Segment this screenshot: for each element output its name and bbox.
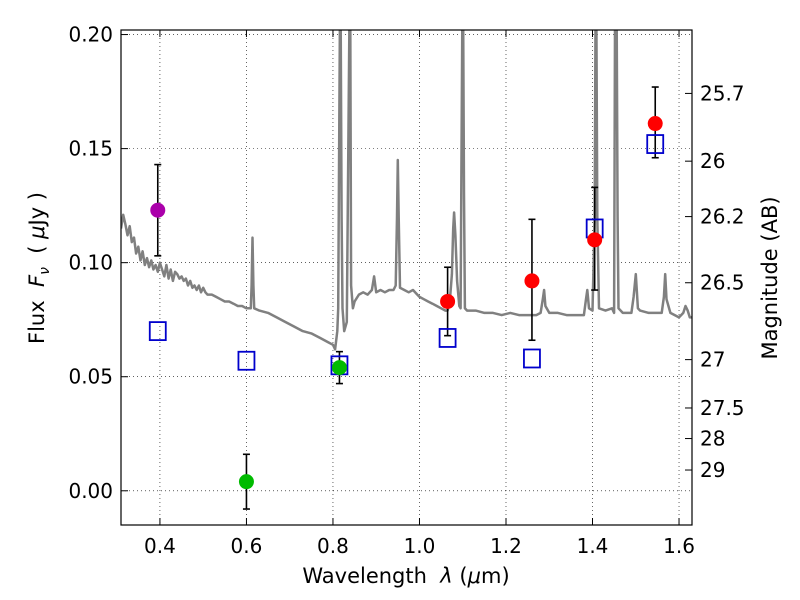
model-point-square xyxy=(523,348,541,369)
observed-point-red xyxy=(524,273,540,289)
observed-point-red xyxy=(587,232,603,248)
x-tick-label: 0.6 xyxy=(231,534,263,558)
y-tick-label: 0.10 xyxy=(68,251,113,275)
model-spectrum-layer xyxy=(121,30,692,351)
observed-points-layer xyxy=(150,116,663,490)
x-axis-ticks: 0.4 0.6 0.8 1.0 1.2 1.4 1.6 xyxy=(144,30,695,558)
model-point-square xyxy=(438,328,457,348)
observed-point-green xyxy=(238,474,254,490)
x-tick-label: 1.2 xyxy=(490,534,522,558)
y-tick-label: 0.20 xyxy=(68,23,113,47)
model-point-square xyxy=(148,321,167,342)
y2-tick-label: 28 xyxy=(700,427,725,451)
observed-point-red xyxy=(440,293,456,309)
model-spectrum-line xyxy=(121,30,692,351)
x-axis-label: Wavelength λ (μm) xyxy=(302,564,509,588)
y-tick-label: 0.05 xyxy=(68,365,113,389)
y-axis-label: Flux Fν ( μJy ) xyxy=(25,192,53,344)
y2-tick-label: 26.2 xyxy=(700,205,745,229)
y2-tick-label: 26 xyxy=(700,149,725,173)
observed-point-green xyxy=(331,360,347,376)
observed-point-magenta xyxy=(150,202,166,218)
model-point-square xyxy=(237,350,256,371)
y2-tick-label: 25.7 xyxy=(700,81,745,105)
plot-frame xyxy=(120,29,693,526)
observed-point-red xyxy=(647,116,663,132)
x-tick-label: 1.6 xyxy=(663,534,695,558)
x-tick-label: 0.8 xyxy=(317,534,349,558)
model-point-square xyxy=(646,134,665,154)
x-tick-label: 1.0 xyxy=(404,534,436,558)
y2-axis-ticks: 25.7 26 26.2 26.5 27 27.5 28 29 xyxy=(685,81,745,482)
y2-axis-label: Magnitude (AB) xyxy=(758,196,782,359)
y2-tick-label: 27.5 xyxy=(700,396,745,420)
y2-tick-label: 27 xyxy=(700,348,725,372)
x-tick-label: 0.4 xyxy=(144,534,176,558)
y2-tick-label: 29 xyxy=(700,458,725,482)
gridlines xyxy=(121,30,692,525)
y2-tick-label: 26.5 xyxy=(700,271,745,295)
y-tick-label: 0.15 xyxy=(68,137,113,161)
model-points-layer xyxy=(148,134,665,376)
y-axis-ticks: 0.00 0.05 0.10 0.15 0.20 xyxy=(68,23,128,503)
x-tick-label: 1.4 xyxy=(577,534,609,558)
y-tick-label: 0.00 xyxy=(68,479,113,503)
errorbar-layer xyxy=(154,86,659,510)
